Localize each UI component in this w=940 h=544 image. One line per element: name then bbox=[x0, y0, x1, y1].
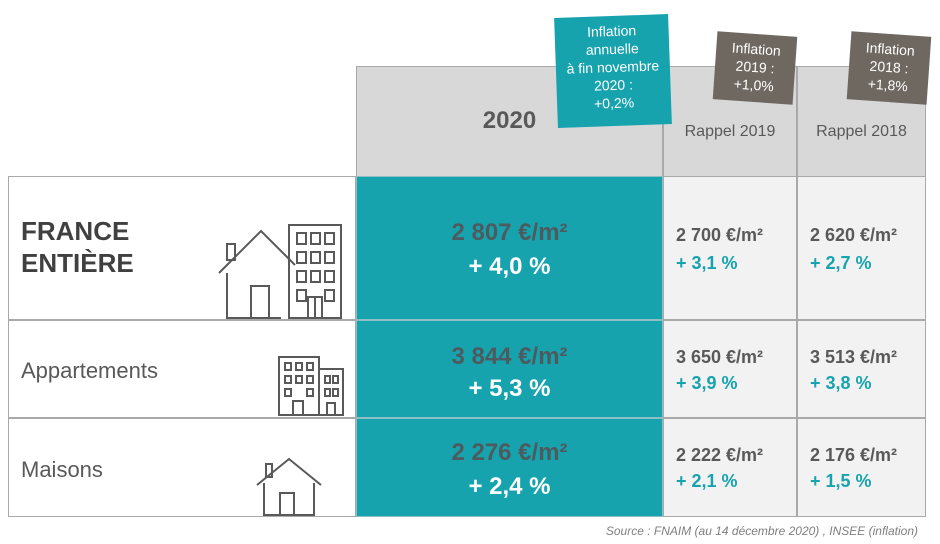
row-appartements-2018-price: 3 513 €/m² bbox=[810, 347, 898, 367]
row-maisons-2020-pct: + 2,4 % bbox=[468, 473, 551, 500]
row-france-2018-cell: 2 620 €/m² + 2,7 % bbox=[797, 176, 926, 320]
row-france-label-line2: ENTIÈRE bbox=[21, 248, 134, 278]
row-appartements-label: Appartements bbox=[21, 358, 158, 383]
row-appartements-2020-price: 3 844 €/m² bbox=[451, 343, 568, 370]
row-appartements-2020-pct: + 5,3 % bbox=[468, 375, 551, 402]
row-maisons-2018-price: 2 176 €/m² bbox=[810, 445, 898, 465]
row-france-2020-cell: 2 807 €/m² + 4,0 % bbox=[356, 176, 663, 320]
row-france-2020-price: 2 807 €/m² bbox=[451, 219, 568, 246]
row-appartements-2020-cell: 3 844 €/m² + 5,3 % bbox=[356, 320, 663, 418]
row-france-2019-cell: 2 700 €/m² + 3,1 % bbox=[663, 176, 797, 320]
header-2018-label: Rappel 2018 bbox=[816, 123, 907, 140]
row-france-2018-pct: + 2,7 % bbox=[810, 253, 872, 273]
row-france-2019-price: 2 700 €/m² bbox=[676, 225, 764, 245]
inflation-2020-note: Inflation annuelle à fin novembre 2020 :… bbox=[554, 14, 672, 128]
row-appartements-2018-cell: 3 513 €/m² + 3,8 % bbox=[797, 320, 926, 418]
row-france-label: FRANCE ENTIÈRE bbox=[21, 215, 134, 279]
house-and-building-icon bbox=[218, 224, 342, 319]
inflation-2018-note: Inflation 2018 : +1,8% bbox=[846, 31, 932, 105]
row-maisons-label-cell: Maisons bbox=[8, 418, 356, 517]
row-france-label-line1: FRANCE bbox=[21, 216, 130, 246]
row-maisons-2020-price: 2 276 €/m² bbox=[451, 439, 568, 466]
row-appartements-2019-pct: + 3,9 % bbox=[676, 373, 738, 393]
row-maisons-2019-pct: + 2,1 % bbox=[676, 471, 738, 491]
row-maisons-2020-cell: 2 276 €/m² + 2,4 % bbox=[356, 418, 663, 517]
row-maisons-2018-pct: + 1,5 % bbox=[810, 471, 872, 491]
header-2020-label: 2020 bbox=[482, 107, 537, 134]
row-maisons-2019-price: 2 222 €/m² bbox=[676, 445, 764, 465]
row-france-2018-price: 2 620 €/m² bbox=[810, 225, 898, 245]
row-france-2020-pct: + 4,0 % bbox=[468, 253, 551, 280]
header-2019-label: Rappel 2019 bbox=[684, 123, 776, 140]
row-appartements-label-cell: Appartements bbox=[8, 320, 356, 418]
row-appartements-2019-price: 3 650 €/m² bbox=[676, 347, 764, 367]
row-france-2019-pct: + 3,1 % bbox=[676, 253, 738, 273]
row-maisons-2019-cell: 2 222 €/m² + 2,1 % bbox=[663, 418, 797, 517]
row-appartements-2018-pct: + 3,8 % bbox=[810, 373, 872, 393]
row-maisons-label: Maisons bbox=[21, 457, 103, 482]
house-icon bbox=[256, 457, 322, 516]
row-appartements-2019-cell: 3 650 €/m² + 3,9 % bbox=[663, 320, 797, 418]
inflation-2019-note: Inflation 2019 : +1,0% bbox=[712, 31, 798, 105]
row-maisons-2018-cell: 2 176 €/m² + 1,5 % bbox=[797, 418, 926, 517]
apartment-buildings-icon bbox=[278, 356, 344, 416]
row-france-label-cell: FRANCE ENTIÈRE bbox=[8, 176, 356, 320]
source-footnote: Source : FNAIM (au 14 décembre 2020) , I… bbox=[605, 524, 918, 538]
note-2020-line5: +0,2% bbox=[593, 94, 635, 112]
